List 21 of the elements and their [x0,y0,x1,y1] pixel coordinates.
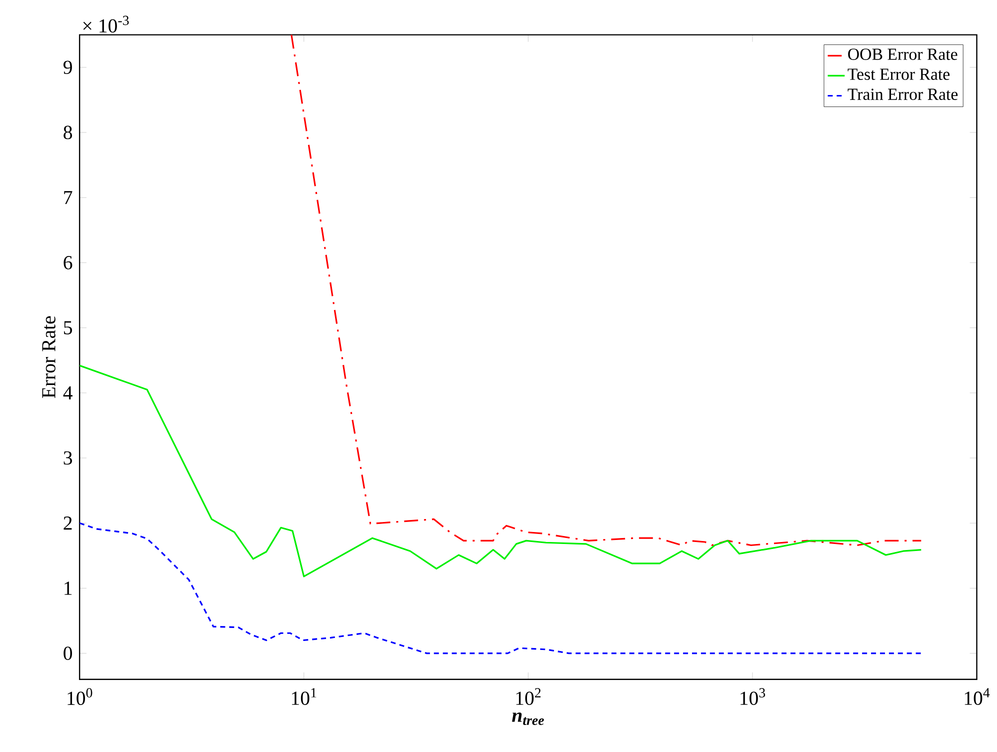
y-axis-title: Error Rate [42,316,56,398]
x-tick-label: 10$^{0}$ [68,688,92,706]
text: × 10$^{-3}$ [83,16,129,33]
legend-label: Train Error Rate [848,88,958,100]
x-axis-title: n$_{tree}$ [512,712,544,726]
y-tick-label: 8 [64,126,72,140]
legend-label: Test Error Rate [848,68,950,80]
y-tick-label: 0 [64,646,72,660]
y-tick-label: 6 [64,256,72,270]
legend-label: OOB Error Rate [848,48,958,60]
x-tick-label: 10$^{4}$ [964,688,990,705]
y-tick-label: 1 [64,582,72,595]
y-tick-label: 7 [64,191,72,204]
x-tick-label: 10$^{1}$ [292,688,316,705]
y-tick-label: 5 [64,321,72,334]
x-tick-label: 10$^{3}$ [740,688,766,705]
x-tick-label: 10$^{2}$ [516,688,541,705]
y-tick-label: 2 [64,516,72,530]
y-tick-label: 4 [63,386,72,400]
y-tick-label: 3 [64,451,72,465]
y-tick-label: 9 [64,60,72,74]
